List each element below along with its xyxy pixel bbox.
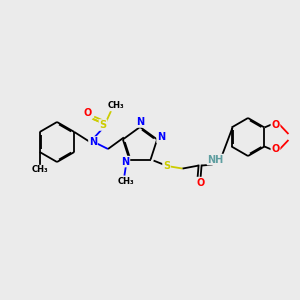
Text: N: N — [157, 132, 165, 142]
Text: CH₃: CH₃ — [108, 101, 124, 110]
Text: O: O — [271, 119, 280, 130]
Text: S: S — [99, 120, 106, 130]
Text: N: N — [136, 117, 144, 127]
Text: O: O — [271, 145, 280, 154]
Text: S: S — [163, 160, 170, 171]
Text: N: N — [122, 157, 130, 166]
Text: N: N — [89, 137, 97, 147]
Text: CH₃: CH₃ — [32, 166, 48, 175]
Text: NH: NH — [208, 154, 224, 165]
Text: O: O — [84, 108, 92, 118]
Text: O: O — [196, 178, 205, 188]
Text: CH₃: CH₃ — [118, 177, 135, 186]
